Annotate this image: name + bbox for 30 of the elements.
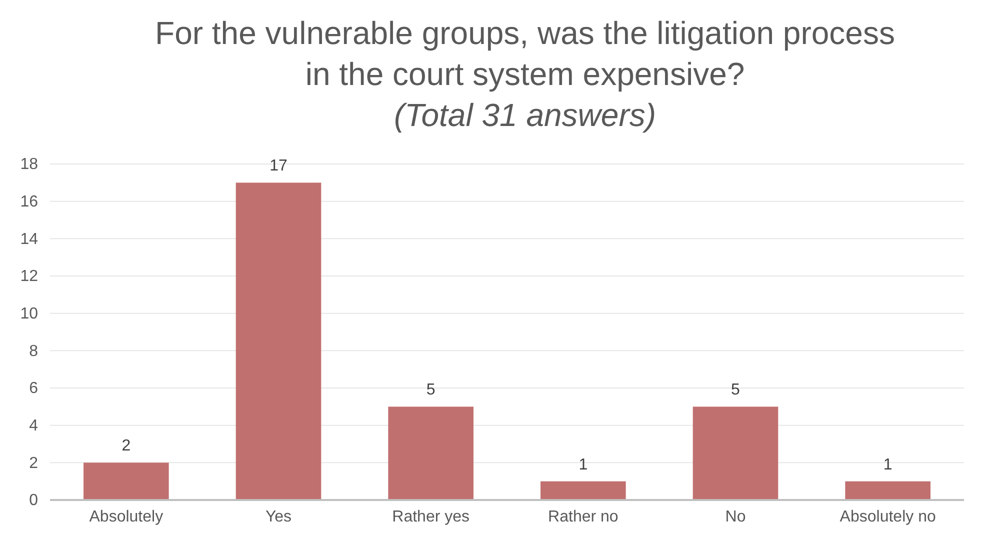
bar	[540, 481, 626, 500]
bar	[692, 406, 778, 500]
y-tick-label: 16	[20, 193, 38, 210]
data-label: 2	[122, 438, 131, 455]
data-label: 1	[883, 456, 892, 474]
y-tick-label: 2	[29, 454, 38, 472]
y-tick-label: 10	[20, 305, 38, 322]
bar	[388, 406, 474, 500]
x-tick-label: Yes	[265, 508, 292, 526]
x-tick-label: Absolutely	[89, 508, 164, 526]
y-tick-label: 12	[20, 268, 38, 286]
bar	[84, 462, 169, 500]
data-label: 5	[731, 382, 740, 399]
data-label: 5	[426, 382, 436, 399]
y-tick-label: 8	[29, 342, 38, 360]
bar	[236, 182, 322, 500]
y-tick-label: 14	[20, 230, 38, 248]
chart-title: For the vulnerable groups, was the litigation process in the court system expensive?	[155, 15, 895, 92]
bar	[845, 481, 930, 500]
y-tick-label: 0	[29, 492, 38, 510]
x-tick-label: Absolutely no	[840, 508, 936, 526]
x-tick-label: Rather no	[548, 508, 618, 526]
data-label: 1	[578, 456, 588, 474]
y-tick-label: 4	[29, 417, 38, 434]
y-tick-label: 6	[29, 380, 38, 398]
data-label: 17	[270, 158, 288, 175]
x-tick-label: No	[725, 508, 746, 526]
chart-subtitle: (Total 31 answers)	[394, 97, 656, 133]
y-tick-label: 18	[20, 156, 38, 174]
x-tick-label: Rather yes	[392, 508, 470, 526]
